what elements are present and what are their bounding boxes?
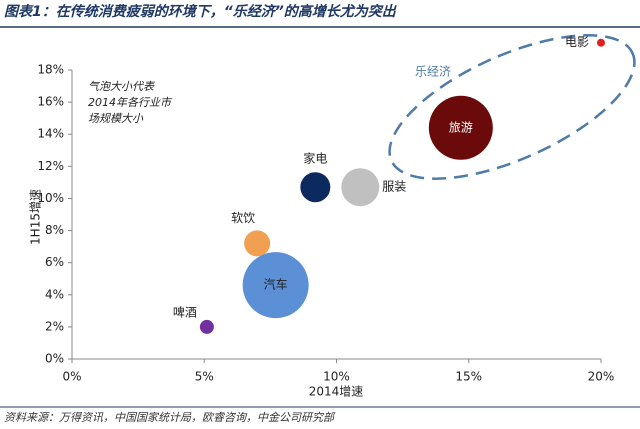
bubble-label: 旅游: [449, 120, 473, 134]
bubble-label: 服装: [382, 180, 406, 194]
y-tick-label: 12%: [37, 159, 64, 173]
y-tick-label: 10%: [37, 191, 64, 205]
bubble-label: 家电: [303, 151, 327, 166]
bubble-label: 汽车: [264, 277, 288, 292]
bubble: [341, 168, 380, 207]
group-label: 乐经济: [415, 64, 451, 79]
annotation: 气泡大小代表: [88, 80, 155, 93]
bubble: [597, 38, 605, 47]
bubble: [428, 95, 493, 160]
x-tick-label: 10%: [323, 370, 350, 384]
bubble: [242, 252, 309, 319]
y-tick-label: 2%: [45, 319, 64, 333]
y-tick-label: 0%: [45, 352, 64, 366]
x-tick-label: 20%: [588, 370, 615, 384]
annotation: 场规模大小: [88, 112, 144, 125]
x-tick-label: 15%: [455, 370, 482, 384]
y-tick-label: 14%: [37, 127, 64, 141]
bubble: [199, 319, 214, 334]
bubble: [300, 172, 331, 203]
y-tick-label: 18%: [37, 63, 64, 77]
y-tick-label: 6%: [45, 255, 64, 269]
group-ellipse: [388, 34, 636, 180]
y-tick-label: 4%: [45, 287, 64, 301]
bubble: [244, 230, 271, 257]
y-tick-label: 16%: [37, 95, 64, 109]
bubble-label: 软饮: [231, 211, 255, 225]
x-tick-label: 0%: [62, 370, 81, 384]
bubble-label: 啤酒: [173, 304, 197, 319]
y-axis-label: 1H15增速: [29, 189, 43, 245]
y-tick-label: 8%: [45, 223, 64, 237]
x-axis-label: 2014增速: [309, 385, 364, 399]
chart-title: 图表1：在传统消费疲弱的环境下，“乐经济”的高增长尤为突出: [4, 3, 397, 20]
x-tick-label: 5%: [195, 370, 214, 384]
source: 资料来源：万得资讯，中国国家统计局，欧睿咨询，中金公司研究部: [4, 411, 336, 424]
annotation: 2014年各行业市: [88, 96, 173, 109]
bubble-label: 电影: [565, 35, 589, 49]
